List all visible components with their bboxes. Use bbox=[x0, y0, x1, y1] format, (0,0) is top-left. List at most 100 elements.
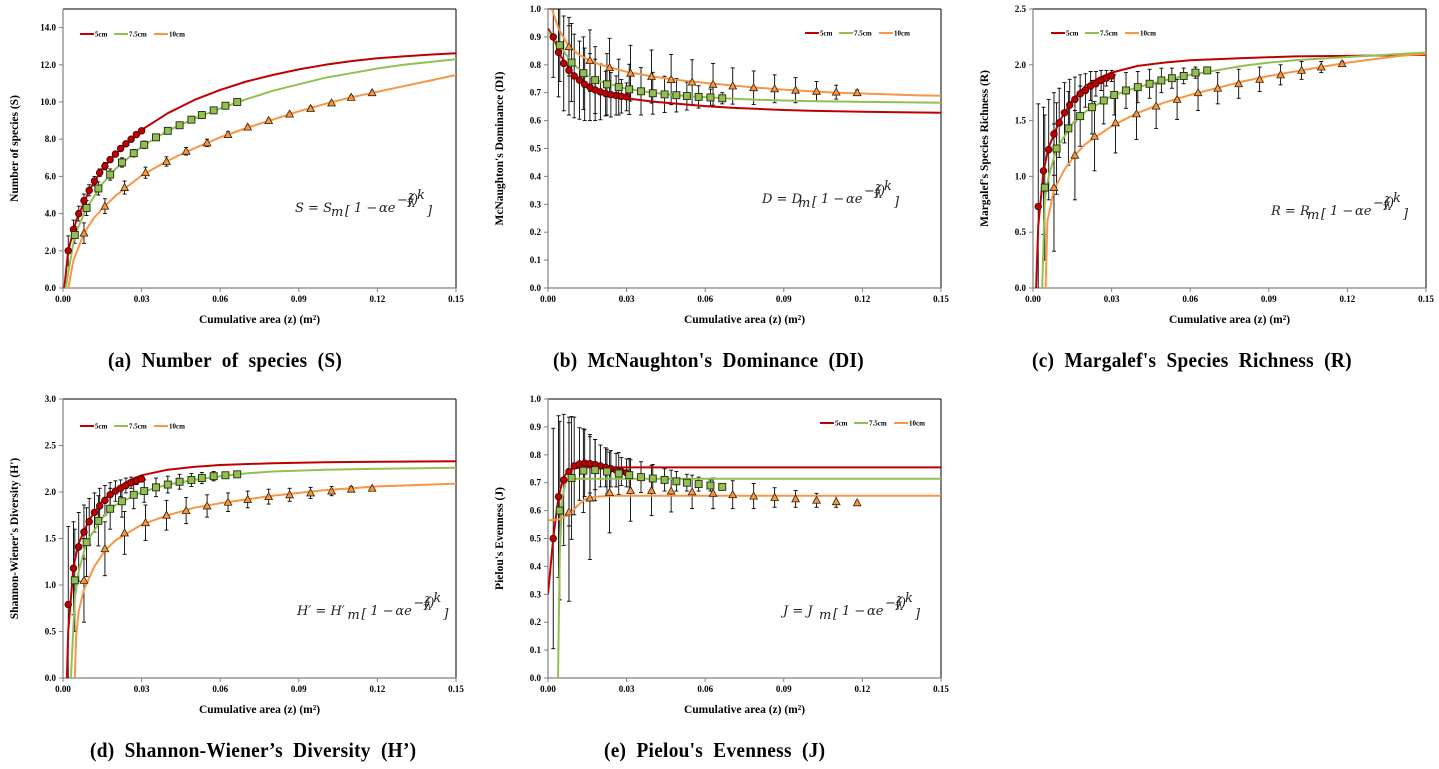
formula-frac-num: z bbox=[423, 592, 431, 607]
legend-label: 10cm bbox=[1140, 30, 1156, 38]
legend: 5cm 7.5cm 10cm bbox=[80, 423, 185, 431]
y-tick-label: 0.2 bbox=[530, 617, 542, 627]
data-point-7.5cm bbox=[1157, 76, 1166, 85]
data-point-10cm bbox=[852, 87, 862, 97]
formula-bracket-left: [ bbox=[1321, 207, 1327, 222]
formula-k: k bbox=[417, 188, 425, 203]
data-point-7.5cm bbox=[82, 204, 91, 212]
y-tick-label: 12.0 bbox=[40, 60, 56, 70]
data-point-7.5cm bbox=[660, 90, 669, 99]
data-point-5cm bbox=[64, 600, 72, 609]
caption-d: (d) Shannon-Wiener’s Diversity (H’) bbox=[90, 738, 417, 762]
x-axis-title: Cumulative area (z) (m²) bbox=[1169, 314, 1290, 326]
x-tick-label: 0.12 bbox=[855, 684, 871, 694]
data-point-5cm bbox=[554, 492, 563, 501]
y-tick-label: 0.5 bbox=[530, 144, 542, 154]
formula-k: k bbox=[905, 591, 913, 606]
data-point-10cm bbox=[1151, 101, 1161, 110]
formula-lhs: J = J bbox=[780, 604, 813, 619]
data-point-5cm bbox=[1060, 109, 1069, 117]
formula-bracket-right: ] bbox=[1402, 207, 1409, 222]
data-point-7.5cm bbox=[140, 487, 149, 496]
data-point-10cm bbox=[346, 484, 356, 493]
data-point-10cm bbox=[1090, 131, 1100, 140]
x-tick-label: 0.03 bbox=[1104, 294, 1120, 304]
data-point-10cm bbox=[1337, 58, 1347, 68]
data-point-5cm bbox=[1045, 145, 1053, 154]
plot-area bbox=[1033, 9, 1426, 288]
data-point-10cm bbox=[285, 109, 295, 118]
data-point-7.5cm bbox=[602, 467, 611, 476]
data-point-7.5cm bbox=[648, 474, 657, 483]
data-point-5cm bbox=[1050, 130, 1058, 138]
data-point-10cm bbox=[812, 86, 822, 95]
fit-line-10cm bbox=[548, 494, 941, 522]
y-tick-label: 1.0 bbox=[530, 4, 542, 14]
x-tick-label: 0.00 bbox=[540, 294, 556, 304]
data-point-7.5cm bbox=[233, 470, 242, 479]
data-point-10cm bbox=[243, 494, 253, 503]
data-point-7.5cm bbox=[1087, 103, 1096, 112]
data-point-7.5cm bbox=[614, 83, 623, 92]
y-tick-label: 2.0 bbox=[45, 246, 57, 256]
data-point-10cm bbox=[687, 77, 697, 86]
data-point-10cm bbox=[181, 146, 191, 155]
data-point-7.5cm bbox=[1110, 90, 1119, 99]
data-point-5cm bbox=[75, 209, 83, 218]
data-point-7.5cm bbox=[602, 80, 611, 89]
chart-panel-a: 0.0 2.0 4.0 6.0 8.0 10.0 12.0 14.0 0.00 0.03 0.06 0… bbox=[0, 0, 480, 330]
data-point-5cm bbox=[90, 508, 99, 517]
data-point-7.5cm bbox=[106, 504, 115, 513]
data-point-5cm bbox=[137, 475, 146, 483]
data-point-10cm bbox=[162, 156, 171, 165]
data-point-5cm bbox=[95, 168, 104, 177]
data-point-5cm bbox=[1065, 101, 1074, 109]
data-point-7.5cm bbox=[1052, 144, 1061, 153]
data-point-5cm bbox=[560, 476, 568, 484]
legend: 5cm 7.5cm 10cm bbox=[820, 420, 925, 428]
formula-exponent: −( bbox=[864, 184, 881, 199]
formula-bracket-left: [ bbox=[833, 607, 839, 622]
formula-subscript: m bbox=[798, 196, 810, 211]
formula-frac-num: z bbox=[874, 180, 882, 195]
data-point-10cm bbox=[1297, 65, 1307, 74]
data-point-10cm bbox=[626, 485, 636, 494]
formula-lhs: R = R bbox=[1270, 204, 1310, 219]
formula-bracket-right: ] bbox=[426, 204, 433, 219]
x-tick-label: 0.03 bbox=[134, 684, 150, 694]
data-point-5cm bbox=[1107, 72, 1116, 80]
formula-exponent-close: ) bbox=[879, 184, 885, 199]
data-point-7.5cm bbox=[579, 466, 588, 475]
data-point-10cm bbox=[1213, 83, 1223, 92]
legend-label: 7.5cm bbox=[129, 423, 147, 431]
data-point-5cm bbox=[1039, 167, 1048, 175]
data-point-10cm bbox=[100, 543, 110, 553]
data-point-10cm bbox=[264, 115, 274, 124]
caption-e: (e) Pielou's Evenness (J) bbox=[604, 738, 826, 762]
formula-subscript: m bbox=[331, 205, 343, 220]
data-point-5cm bbox=[137, 127, 146, 135]
data-point-7.5cm bbox=[648, 89, 657, 98]
data-point-7.5cm bbox=[197, 474, 206, 483]
data-point-7.5cm bbox=[567, 474, 576, 482]
fit-line-10cm bbox=[1044, 52, 1426, 288]
data-point-7.5cm bbox=[1133, 83, 1142, 92]
legend-label: 7.5cm bbox=[869, 420, 887, 428]
legend: 5cm 7.5cm 10cm bbox=[1051, 30, 1156, 38]
data-point-10cm bbox=[264, 491, 274, 501]
legend-label: 10cm bbox=[909, 420, 925, 428]
data-point-10cm bbox=[831, 87, 841, 96]
y-axis-title: Shannon-Wiener's Diversity (H') bbox=[9, 458, 21, 620]
caption-c: (c) Margalef's Species Richness (R) bbox=[1032, 348, 1352, 372]
y-axis-title: McNaughton's Dominance (DI) bbox=[494, 71, 506, 225]
data-point-10cm bbox=[141, 517, 151, 527]
formula-alpha-e: αe bbox=[379, 201, 396, 216]
formula-subscript: m bbox=[347, 608, 359, 623]
y-tick-label: 3.0 bbox=[45, 394, 57, 404]
data-point-10cm bbox=[770, 492, 780, 501]
plot-area bbox=[63, 9, 456, 288]
data-point-10cm bbox=[564, 41, 574, 51]
formula-frac-den: λ bbox=[407, 196, 416, 211]
plot-area bbox=[548, 9, 941, 288]
series-group bbox=[1034, 51, 1426, 288]
